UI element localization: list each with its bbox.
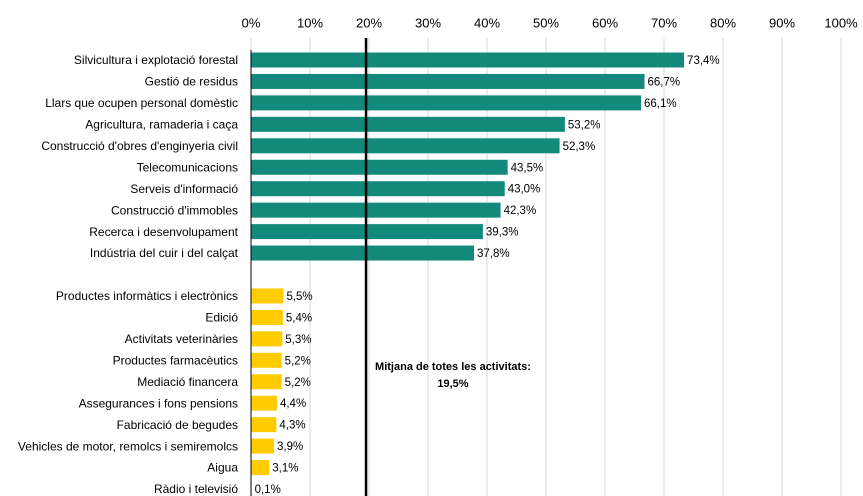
value-label: 66,7% xyxy=(648,76,681,88)
bar xyxy=(251,245,475,261)
value-label: 5,4% xyxy=(286,312,312,324)
value-label: 66,1% xyxy=(644,98,677,110)
y-tick-label: Construcció d'obres d'enginyeria civil xyxy=(41,139,238,153)
y-tick-label: Productes informàtics i electrònics xyxy=(56,289,238,303)
y-tick-label: Recerca i desenvolupament xyxy=(89,225,238,239)
x-tick-label: 40% xyxy=(474,15,500,30)
y-tick-label: Agricultura, ramaderia i caça xyxy=(85,118,238,132)
bar xyxy=(251,138,560,154)
bar xyxy=(251,374,282,390)
x-tick-label: 50% xyxy=(533,15,559,30)
y-tick-label: Ràdio i televisió xyxy=(154,482,238,496)
value-label: 73,4% xyxy=(687,55,720,67)
y-tick-label: Llars que ocupen personal domèstic xyxy=(45,96,238,110)
bar xyxy=(251,181,505,197)
y-tick-label: Mediació financera xyxy=(137,375,238,389)
bar xyxy=(251,159,508,175)
bar xyxy=(251,95,641,111)
x-tick-label: 80% xyxy=(710,15,736,30)
bar xyxy=(251,288,284,304)
x-tick-label: 90% xyxy=(769,15,795,30)
x-tick-label: 100% xyxy=(824,15,858,30)
y-tick-label: Productes farmacèutics xyxy=(113,353,238,367)
y-tick-label: Vehicles de motor, remolcs i semiremolcs xyxy=(18,439,238,453)
value-label: 5,2% xyxy=(285,355,311,367)
value-label: 39,3% xyxy=(486,227,519,239)
y-tick-label: Telecomunicacions xyxy=(137,160,238,174)
value-label: 4,3% xyxy=(279,420,305,432)
x-tick-label: 10% xyxy=(297,15,323,30)
bar xyxy=(251,438,275,454)
x-tick-label: 0% xyxy=(242,15,261,30)
y-tick-label: Indústria del cuir i del calçat xyxy=(90,246,239,260)
y-tick-label: Aigua xyxy=(207,461,238,475)
value-label: 42,3% xyxy=(504,205,537,217)
bar xyxy=(251,352,282,368)
value-label: 5,5% xyxy=(286,291,312,303)
x-tick-label: 60% xyxy=(592,15,618,30)
x-tick-label: 20% xyxy=(356,15,382,30)
value-label: 52,3% xyxy=(563,141,596,153)
value-label: 5,3% xyxy=(285,334,311,346)
annotation: Mitjana de totes les activitats: xyxy=(375,361,531,373)
value-label: 3,9% xyxy=(277,441,303,453)
y-tick-label: Activitats veterinàries xyxy=(125,332,238,346)
value-label: 37,8% xyxy=(477,248,510,260)
x-tick-label: 70% xyxy=(651,15,677,30)
y-tick-label: Edició xyxy=(205,311,238,325)
bar xyxy=(251,417,277,433)
value-label: 43,0% xyxy=(508,184,541,196)
value-label: 43,5% xyxy=(511,162,544,174)
bar xyxy=(251,309,283,325)
y-tick-label: Gestió de residus xyxy=(145,75,238,89)
y-tick-label: Construcció d'immobles xyxy=(111,203,238,217)
y-tick-label: Fabricació de begudes xyxy=(117,418,238,432)
x-tick-label: 30% xyxy=(415,15,441,30)
value-label: 3,1% xyxy=(272,463,298,475)
bar xyxy=(251,331,283,347)
bar xyxy=(251,52,685,68)
y-tick-label: Silvicultura i explotació forestal xyxy=(74,53,238,67)
bar xyxy=(251,202,501,218)
y-tick-label: Assegurances i fons pensions xyxy=(79,396,238,410)
y-tick-label: Serveis d'informació xyxy=(130,182,238,196)
bar xyxy=(251,73,645,89)
value-label: 5,2% xyxy=(285,377,311,389)
value-label: 53,2% xyxy=(568,119,601,131)
bar xyxy=(251,116,565,132)
annotation: 19,5% xyxy=(437,378,468,390)
bar xyxy=(251,460,270,476)
value-label: 0,1% xyxy=(255,484,281,496)
bar xyxy=(251,395,277,411)
value-label: 4,4% xyxy=(280,398,306,410)
